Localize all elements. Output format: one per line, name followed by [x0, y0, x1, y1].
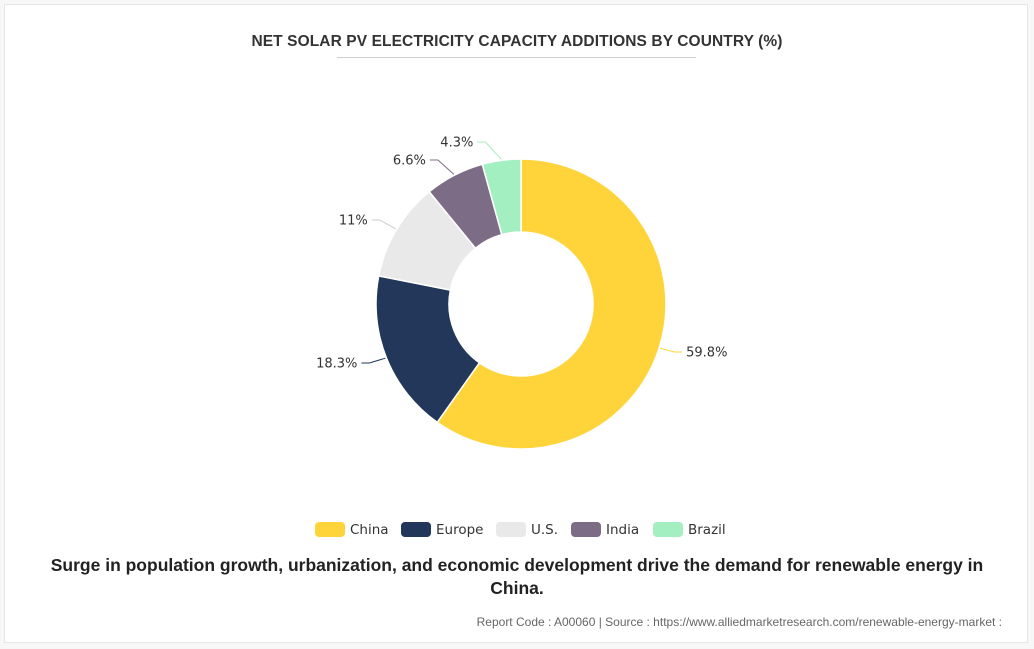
data-label-europe: 18.3%	[316, 357, 357, 372]
slice-europe[interactable]	[375, 275, 481, 424]
title-underline	[337, 57, 696, 58]
legend-label-europe: Europe	[436, 522, 483, 538]
legend-label-china: China	[350, 522, 389, 538]
data-label-china: 59.8%	[686, 346, 727, 361]
donut-chart: 59.8% 18.3% 11% 6.6% 4.3% China Europe U.S. Ind…	[315, 136, 727, 538]
leader-line-china	[660, 347, 683, 353]
legend-item-india[interactable]: India	[571, 522, 639, 538]
legend-label-india: India	[606, 522, 639, 538]
legend-label-brazil: Brazil	[688, 522, 726, 538]
leader-line-brazil	[477, 141, 502, 160]
data-label-u-s: 11%	[339, 214, 368, 229]
legend: China Europe U.S. India Brazil	[315, 522, 726, 538]
legend-item-china[interactable]: China	[315, 522, 389, 538]
legend-swatch-brazil	[653, 522, 683, 537]
legend-label-u-s: U.S.	[531, 522, 558, 538]
source-footer: Report Code : A00060 | Source : https://…	[476, 615, 1002, 629]
legend-item-europe[interactable]: Europe	[401, 522, 483, 538]
legend-swatch-europe	[401, 522, 431, 537]
data-label-india: 6.6%	[393, 154, 426, 169]
leader-line-india	[429, 159, 455, 175]
legend-swatch-china	[315, 522, 345, 537]
chart-caption: Surge in population growth, urbanization…	[50, 555, 984, 598]
legend-swatch-india	[571, 522, 601, 537]
legend-swatch-u-s	[496, 522, 526, 537]
chart-title: NET SOLAR PV ELECTRICITY CAPACITY ADDITI…	[251, 33, 783, 50]
data-label-brazil: 4.3%	[440, 136, 473, 151]
leader-lines	[361, 141, 683, 364]
leader-line-europe	[361, 357, 386, 364]
slice-brazil[interactable]	[481, 158, 522, 236]
legend-item-brazil[interactable]: Brazil	[653, 522, 726, 538]
slice-china[interactable]	[436, 158, 667, 450]
legend-item-u-s[interactable]: U.S.	[496, 522, 558, 538]
data-labels: 59.8% 18.3% 11% 6.6% 4.3%	[316, 136, 727, 372]
donut-slices	[375, 158, 667, 450]
leader-line-u-s	[371, 219, 397, 230]
